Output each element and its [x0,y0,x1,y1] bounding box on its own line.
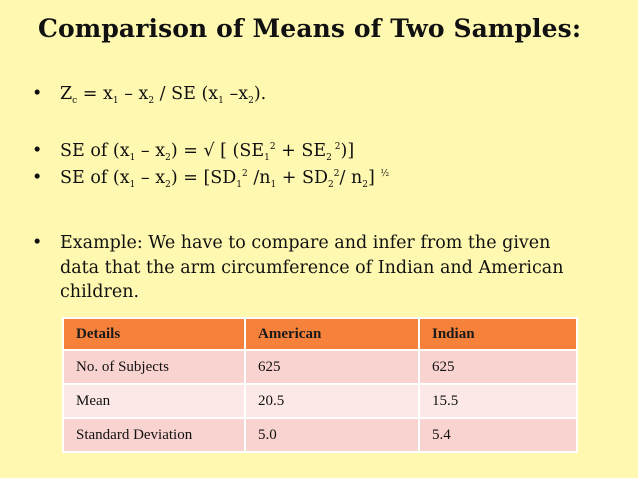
table-cell: No. of Subjects [62,349,246,385]
table-cell: 625 [418,349,578,385]
slide-title: Comparison of Means of Two Samples: [38,14,582,43]
table-row: Mean 20.5 15.5 [62,383,578,419]
table-cell: 625 [244,349,420,385]
table-cell: Standard Deviation [62,417,246,453]
comparison-table: Details American Indian No. of Subjects … [62,317,578,453]
table-cell: 5.0 [244,417,420,453]
bullet-marker: • [32,141,43,161]
table-row: Standard Deviation 5.0 5.4 [62,417,578,453]
example-text-line-1: • Example: We have to compare and infer f… [32,233,551,253]
example-text-line-3: children. [60,282,140,302]
example-text-line-2: data that the arm circumference of India… [60,258,564,278]
bullet-marker: • [32,233,43,253]
header-details: Details [62,317,246,351]
table-cell: 5.4 [418,417,578,453]
formula-z-statistic: • Zc = x1 – x2 / SE (x1 –x2). [32,84,267,106]
bullet-marker: • [32,168,43,188]
table-cell: 20.5 [244,383,420,419]
table-header-row: Details American Indian [62,317,578,351]
table-cell: 15.5 [418,383,578,419]
table-cell: Mean [62,383,246,419]
formula-se-difference-1: • SE of (x1 – x2) = √ [ (SE12 + SE2 2)] [32,141,355,163]
table-row: No. of Subjects 625 625 [62,349,578,385]
formula-se-difference-2: • SE of (x1 – x2) = [SD12 /n1 + SD22/ n2]… [32,168,390,190]
bullet-marker: • [32,84,43,104]
header-american: American [244,317,420,351]
header-indian: Indian [418,317,578,351]
